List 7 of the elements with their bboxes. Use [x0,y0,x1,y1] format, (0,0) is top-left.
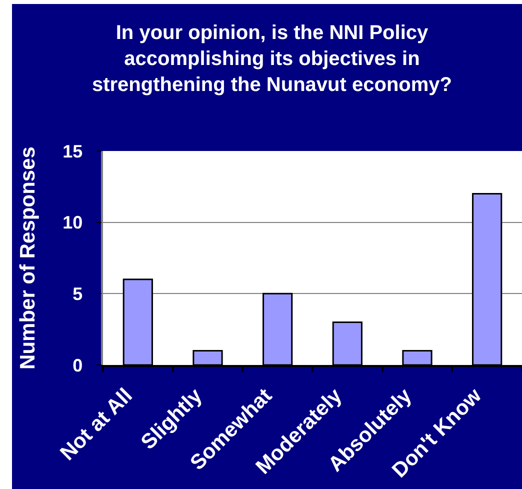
y-tick-label: 0 [72,355,83,376]
y-tick-label: 5 [72,284,83,304]
y-tick-label: 15 [62,141,83,162]
y-tick-label: 10 [62,212,83,233]
x-tick-label: Not at All [56,384,137,466]
y-axis-title: Number of Responses [16,146,40,370]
chart-title: In your opinion, is the NNI Policy accomplishing its objectives in strengthening the Nunavut economy? [92,22,452,96]
